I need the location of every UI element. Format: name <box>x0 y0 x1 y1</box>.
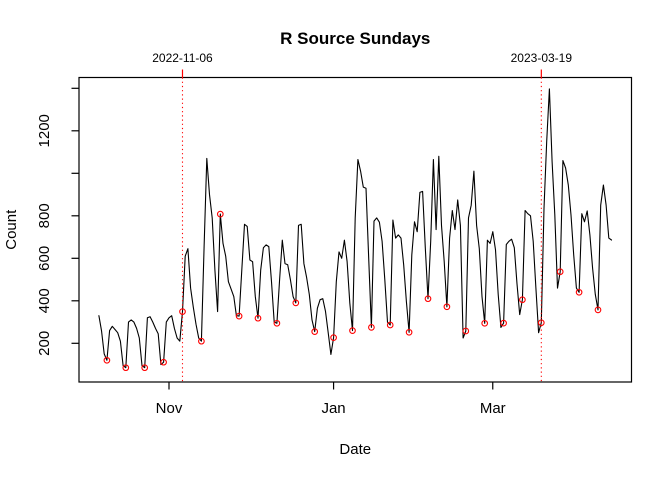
y-tick-label: 200 <box>36 331 53 356</box>
event-date-label: 2022-11-06 <box>152 51 213 65</box>
sunday-marker <box>349 327 356 334</box>
event-date-label: 2023-03-19 <box>511 51 573 65</box>
sunday-marker <box>235 312 243 320</box>
sunday-marker <box>386 321 394 329</box>
sunday-marker <box>405 328 413 336</box>
plot-border <box>78 76 633 383</box>
sunday-marker <box>462 327 470 335</box>
y-tick-label: 800 <box>36 203 53 228</box>
sunday-marker <box>575 288 583 296</box>
sunday-marker <box>330 334 337 341</box>
y-tick-label: 1200 <box>36 114 53 147</box>
sunday-marker <box>424 295 432 303</box>
sunday-marker <box>368 324 375 331</box>
sunday-marker <box>556 268 564 276</box>
sunday-marker <box>443 303 451 311</box>
sunday-marker <box>216 210 224 218</box>
sunday-marker <box>198 337 205 345</box>
sunday-marker <box>254 314 262 322</box>
sunday-marker <box>500 319 507 327</box>
sunday-marker <box>103 356 111 364</box>
x-tick-label: Jan <box>321 400 345 417</box>
sunday-marker <box>311 328 319 335</box>
sunday-marker <box>141 364 149 372</box>
sunday-marker <box>273 319 281 327</box>
chart-title: R Source Sundays <box>280 29 430 48</box>
sunday-marker <box>519 296 526 304</box>
sunday-marker <box>122 364 130 372</box>
sunday-marker <box>594 306 602 314</box>
sunday-marker <box>292 299 300 307</box>
y-tick-label: 600 <box>36 246 53 271</box>
sunday-marker <box>160 358 167 366</box>
y-axis-title: Count <box>3 209 20 250</box>
series-line <box>98 88 613 369</box>
y-tick-label: 400 <box>36 288 53 313</box>
x-tick-label: Mar <box>480 400 506 417</box>
sunday-marker <box>179 308 186 315</box>
x-axis-title: Date <box>339 441 371 458</box>
sunday-marker <box>481 319 489 327</box>
x-tick-label: Nov <box>156 400 183 417</box>
sunday-marker <box>537 319 545 327</box>
